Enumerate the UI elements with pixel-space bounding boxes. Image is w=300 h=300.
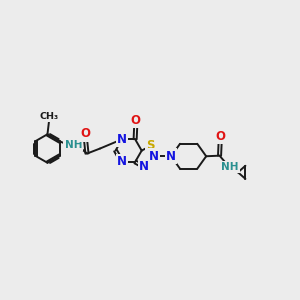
Text: O: O: [80, 128, 91, 140]
Text: N: N: [139, 160, 149, 173]
Text: NH: NH: [64, 140, 82, 150]
Text: N: N: [117, 133, 127, 146]
Text: N: N: [166, 150, 176, 163]
Text: N: N: [149, 150, 159, 163]
Text: CH₃: CH₃: [39, 112, 58, 121]
Text: O: O: [131, 114, 141, 127]
Text: N: N: [117, 155, 127, 168]
Text: O: O: [215, 130, 225, 143]
Text: NH: NH: [221, 162, 238, 172]
Text: S: S: [146, 139, 155, 152]
